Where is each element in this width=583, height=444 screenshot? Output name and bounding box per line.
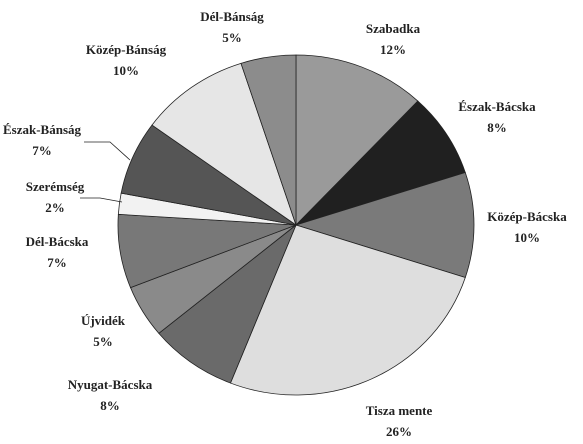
slice-value-label: 2%	[45, 200, 65, 215]
slice-value-label: 5%	[93, 334, 113, 349]
slice-label: Észak-Bácska	[458, 99, 536, 114]
slice-label: Nyugat-Bácska	[68, 377, 153, 392]
slice-value-label: 26%	[386, 424, 412, 439]
slice-label: Szabadka	[366, 21, 421, 36]
pie-slice	[158, 223, 297, 384]
slice-value-label: 8%	[100, 398, 120, 413]
slice-value-label: 7%	[32, 143, 52, 158]
slice-label: Közép-Bánság	[86, 42, 167, 57]
pie-slice	[294, 171, 475, 279]
pie-slice	[295, 54, 419, 226]
slice-label: Újvidék	[81, 313, 126, 328]
slice-value-label: 12%	[380, 42, 406, 57]
slice-value-label: 10%	[514, 230, 540, 245]
slice-label: Dél-Bánság	[200, 9, 264, 24]
pie-slice	[240, 54, 297, 226]
slice-value-label: 5%	[222, 30, 242, 45]
slice-value-label: 7%	[47, 255, 67, 270]
pie-slice	[295, 100, 466, 226]
slice-label: Dél-Bácska	[26, 234, 89, 249]
pie-slice	[229, 224, 466, 396]
slice-label: Szerémség	[26, 179, 85, 194]
slice-value-label: 10%	[113, 63, 139, 78]
slice-label: Észak-Bánság	[3, 122, 82, 137]
leader-line	[80, 197, 123, 203]
slice-label: Tisza mente	[366, 403, 433, 418]
slice-value-label: 8%	[487, 120, 507, 135]
slice-label: Közép-Bácska	[487, 209, 567, 224]
pie-slice	[151, 62, 297, 227]
leader-line	[84, 141, 131, 161]
